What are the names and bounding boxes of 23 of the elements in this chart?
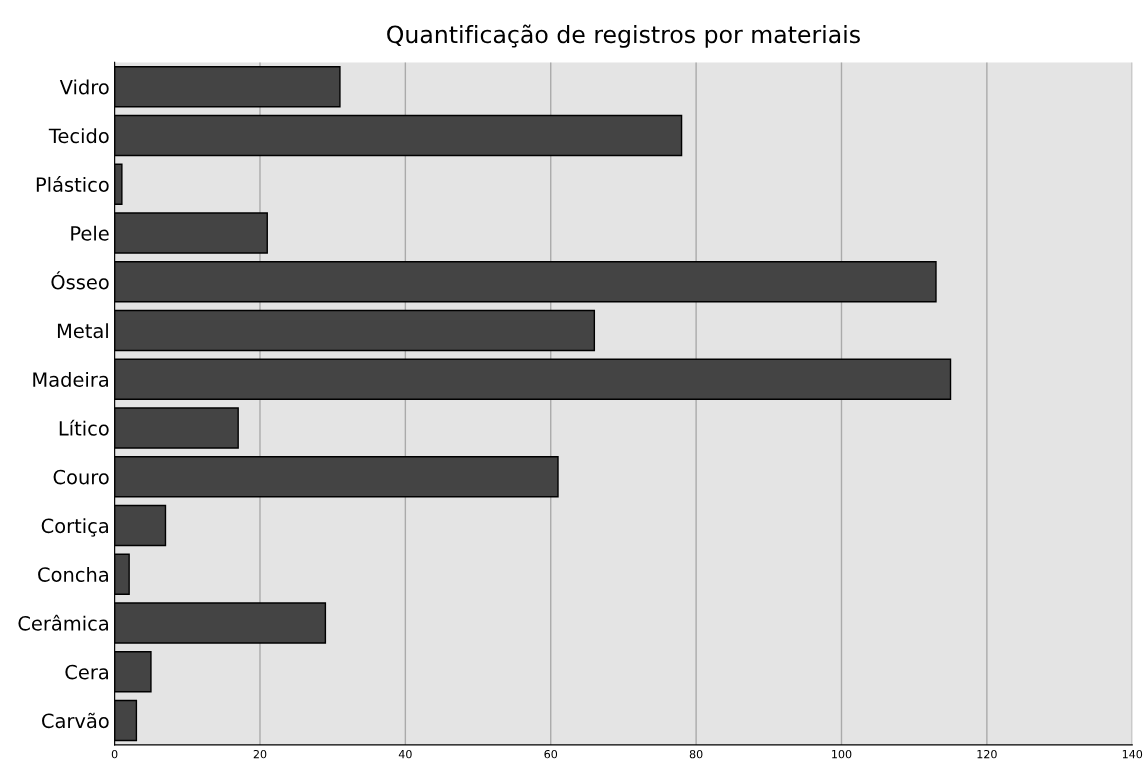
y-tick-label: Ósseo [51, 271, 109, 290]
y-tick-label: Vidro [59, 79, 109, 95]
y-tick-label: Pele [71, 225, 109, 241]
y-tick-label: Metal [57, 323, 108, 339]
y-tick-label: Cerâmica [18, 614, 108, 631]
y-tick-label: Carvão [42, 712, 109, 729]
x-tick-label: 120 [977, 749, 997, 759]
y-tick-label: Lítico [59, 419, 109, 436]
x-tick-label: 60 [544, 749, 558, 759]
y-tick-label: Plástico [36, 176, 109, 192]
y-tick-label: Madeira [33, 371, 108, 387]
y-tick-label: Cortiça [41, 518, 108, 537]
x-tick-label: 40 [398, 749, 412, 759]
y-tick-label: Cera [65, 664, 108, 680]
x-tick-label: 80 [689, 749, 703, 759]
x-tick-label: 20 [253, 749, 267, 759]
chart-title: Quantificação de registros por materiais [387, 24, 860, 48]
y-tick-label: Tecido [48, 128, 109, 144]
y-tick-label: Couro [53, 469, 109, 485]
x-tick-label: 140 [1122, 749, 1143, 759]
y-tick-label: Concha [38, 566, 108, 582]
x-tick-label: 0 [111, 749, 118, 759]
x-tick-label: 100 [832, 749, 852, 759]
